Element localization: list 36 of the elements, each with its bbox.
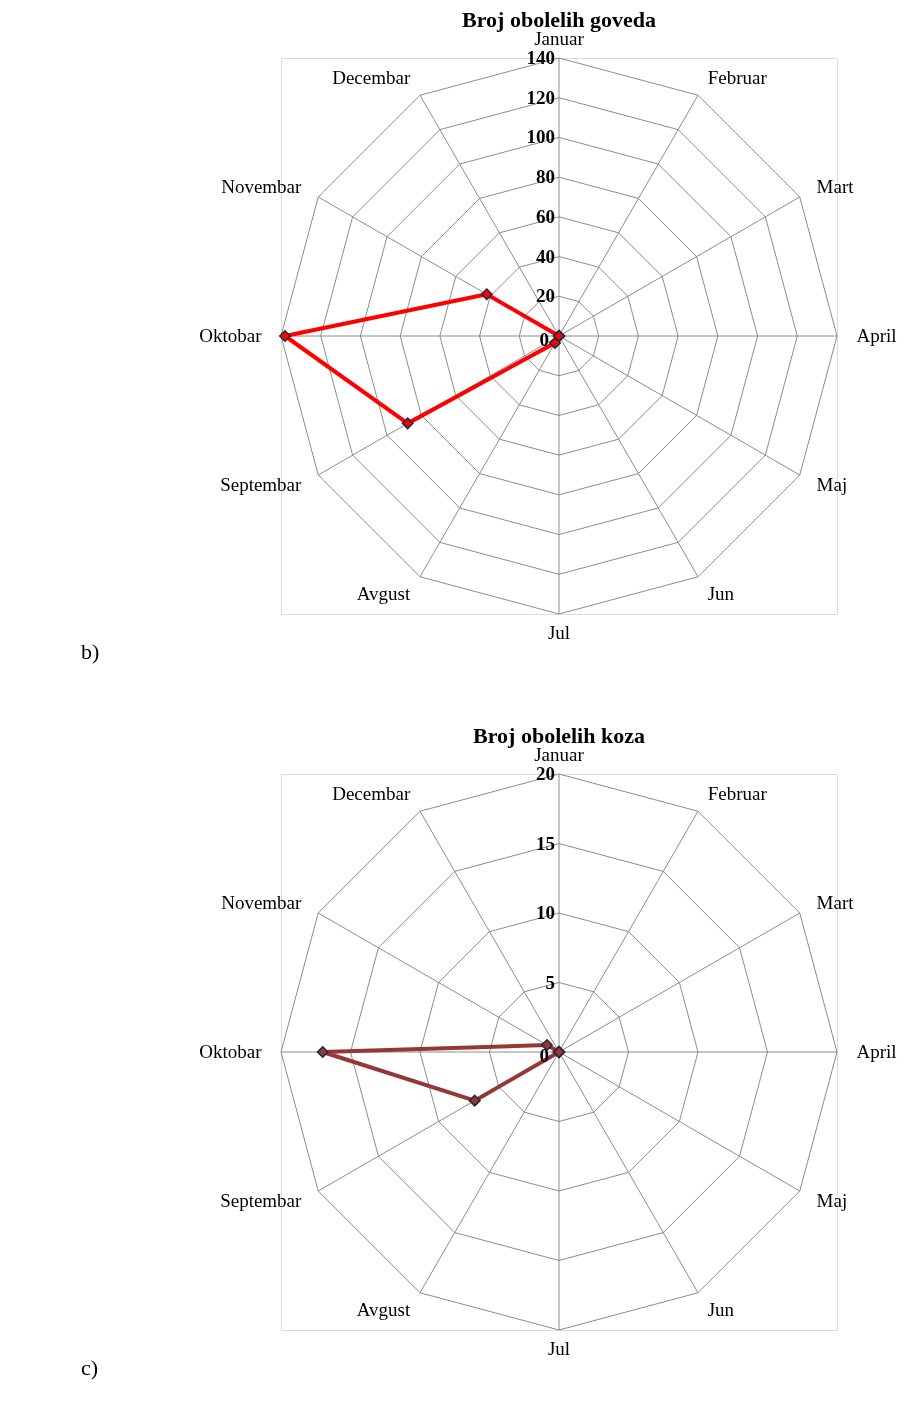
spoke-label: Septembar xyxy=(220,1189,303,1211)
spoke-label: Decembar xyxy=(332,783,411,805)
spoke-label: Maj xyxy=(816,1189,848,1211)
spoke-label: Februar xyxy=(707,67,768,89)
y-tick-label: 20 xyxy=(536,285,555,307)
spoke-label: Jun xyxy=(707,1298,735,1320)
spoke-label: Mart xyxy=(816,892,855,914)
y-tick-label: 20 xyxy=(536,763,555,784)
spoke-label: Jul xyxy=(547,622,571,644)
spoke-label: Februar xyxy=(707,783,768,805)
y-tick-label: 10 xyxy=(536,902,555,923)
y-tick-label: 120 xyxy=(526,86,555,108)
spoke-label: Mart xyxy=(816,176,855,198)
spoke-label: Jul xyxy=(547,1338,571,1360)
spoke-label: Maj xyxy=(816,473,848,495)
text: b) xyxy=(81,639,100,664)
spoke-label: April xyxy=(856,1041,897,1062)
spoke-label: Avgust xyxy=(356,582,411,604)
spoke-label: Avgust xyxy=(356,1298,411,1320)
spoke-label: Oktobar xyxy=(199,325,263,346)
y-tick-label: 40 xyxy=(536,245,555,267)
spoke-label: Novembar xyxy=(221,176,303,198)
y-tick-label: 80 xyxy=(536,166,555,188)
y-tick-label: 5 xyxy=(545,971,555,993)
y-tick-label: 0 xyxy=(539,329,549,350)
spoke-label: Oktobar xyxy=(199,1041,263,1062)
text: c) xyxy=(81,1355,99,1380)
y-tick-label: 100 xyxy=(526,126,555,148)
y-tick-label: 15 xyxy=(536,832,555,854)
spoke-label: Septembar xyxy=(220,473,303,495)
spoke-label: Novembar xyxy=(221,892,303,914)
y-tick-label: 140 xyxy=(526,47,555,68)
spoke-label: Jun xyxy=(707,582,735,604)
spoke-label: April xyxy=(856,325,897,346)
y-tick-label: 60 xyxy=(536,205,555,227)
spoke-label: Decembar xyxy=(332,67,411,89)
